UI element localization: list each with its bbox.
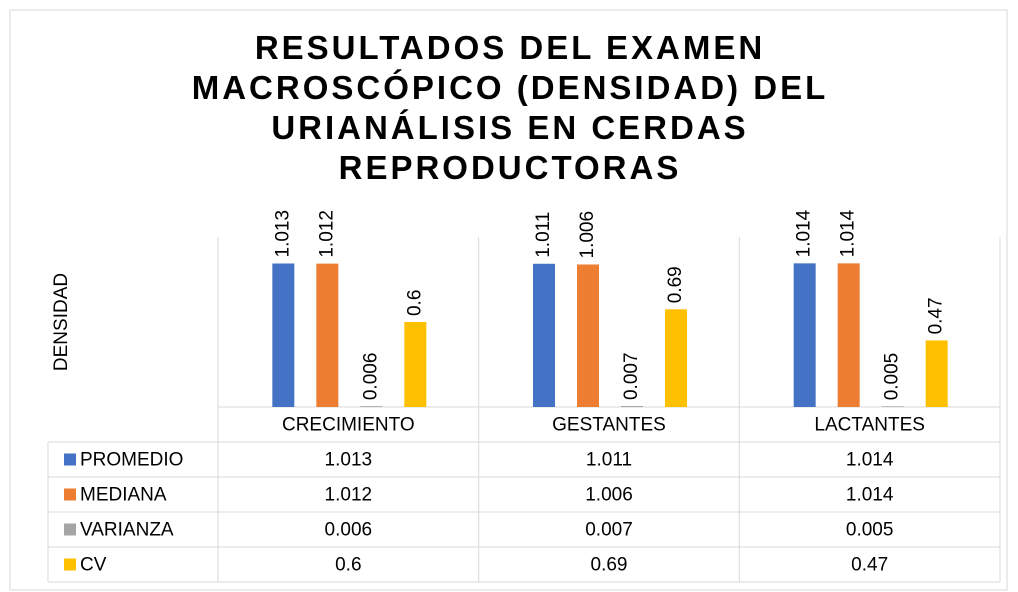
y-axis-label: DENSIDAD	[51, 273, 72, 371]
bar	[793, 263, 816, 407]
table-cell: 0.005	[846, 520, 894, 541]
table-cell: 0.6	[335, 555, 361, 576]
legend-label: VARIANZA	[80, 520, 174, 541]
bar	[881, 406, 904, 407]
legend-label: MEDIANA	[80, 485, 167, 506]
legend-key	[64, 523, 76, 536]
data-label: 0.6	[404, 290, 425, 316]
bar	[925, 340, 948, 407]
bar	[533, 263, 555, 407]
table-cell: 0.007	[585, 520, 633, 541]
data-label: 0.69	[665, 266, 686, 303]
table-cell: 1.014	[846, 450, 894, 471]
legend-label: PROMEDIO	[80, 450, 183, 471]
table-cell: 0.006	[325, 520, 373, 541]
data-label: 0.007	[621, 352, 642, 400]
legend-key	[64, 453, 76, 466]
table-cell: 1.014	[846, 485, 894, 506]
chart-title: RESULTADOS DEL EXAMEN MACROSCÓPICO (DENS…	[191, 29, 829, 186]
legend-key	[64, 488, 76, 501]
bar	[577, 264, 599, 407]
bar	[272, 263, 295, 407]
table-cell: 1.013	[325, 450, 373, 471]
data-label: 1.006	[577, 211, 598, 259]
legend-label: CV	[80, 555, 107, 576]
table-cell: 1.011	[586, 450, 632, 471]
x-tick-label: CRECIMIENTO	[282, 415, 415, 436]
table-cell: 0.47	[851, 555, 888, 576]
legend-key	[64, 558, 76, 571]
table-cell: 1.012	[325, 485, 373, 506]
x-tick-label: LACTANTES	[814, 415, 925, 436]
data-label: 0.47	[926, 297, 947, 334]
x-tick-label: GESTANTES	[552, 415, 666, 436]
data-label: 1.011	[533, 212, 554, 258]
bar	[665, 309, 687, 407]
bar	[837, 263, 860, 407]
data-label: 1.014	[838, 209, 859, 257]
data-label: 0.005	[882, 353, 903, 401]
table-cell: 0.69	[591, 555, 628, 576]
bar	[360, 406, 383, 407]
chart-frame	[9, 9, 1008, 591]
data-label: 1.014	[794, 209, 815, 257]
data-label: 1.013	[272, 210, 293, 258]
bar	[621, 406, 643, 407]
data-label: 1.012	[316, 210, 337, 258]
table-cell: 1.006	[585, 485, 633, 506]
bar	[316, 263, 339, 407]
data-label: 0.006	[360, 353, 381, 401]
bar	[404, 322, 427, 407]
